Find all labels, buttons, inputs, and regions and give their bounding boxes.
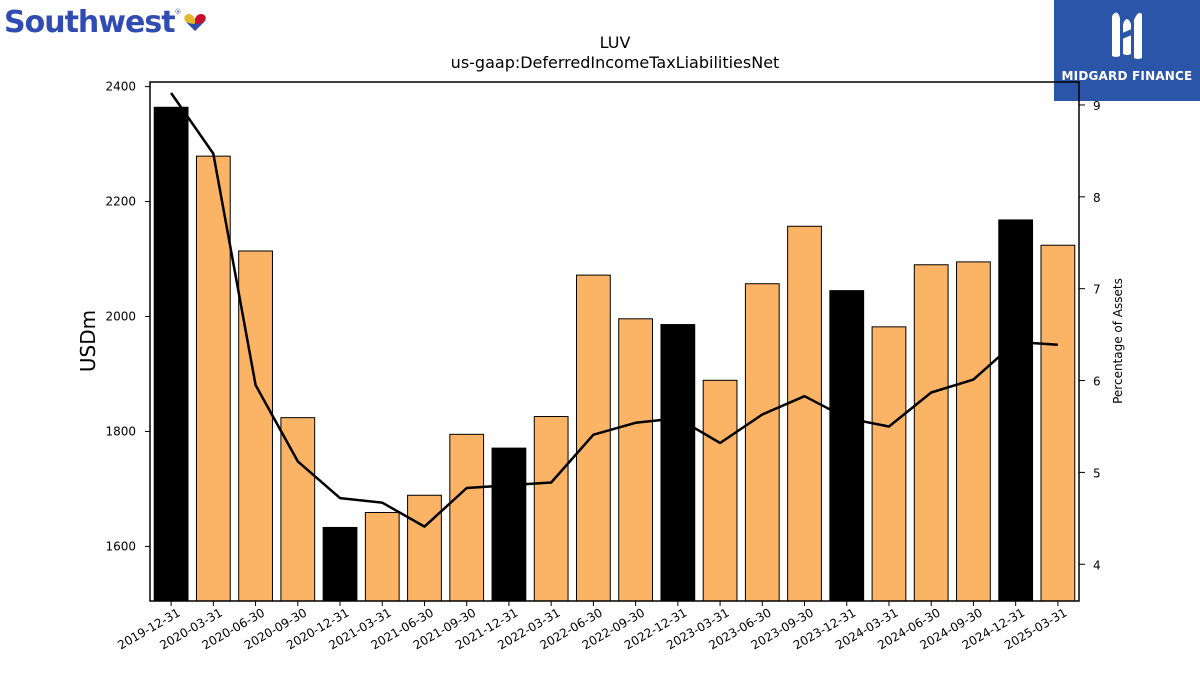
bar-2022-09-30 bbox=[618, 318, 654, 602]
bar-2021-09-30 bbox=[449, 433, 485, 602]
y-tick-label: 2000 bbox=[105, 309, 136, 323]
bar-2023-06-30 bbox=[744, 283, 780, 602]
y-axis-label: USDm bbox=[76, 310, 100, 372]
bar-2020-09-30 bbox=[280, 417, 316, 602]
midgard-mark-icon bbox=[1112, 12, 1142, 59]
midgard-finance-logo: MIDGARD FINANCE bbox=[1054, 0, 1200, 101]
bars-layer bbox=[153, 106, 1076, 602]
y2-tick-label: 7 bbox=[1093, 283, 1101, 297]
southwest-heart-icon bbox=[183, 14, 206, 31]
plot-frame bbox=[149, 81, 1080, 602]
bar-2024-03-31 bbox=[871, 326, 907, 602]
bar-2023-12-31 bbox=[829, 290, 865, 602]
bar-2022-03-31 bbox=[533, 416, 569, 602]
y2-tick-label: 9 bbox=[1093, 99, 1101, 113]
southwest-logo: Southwest ® bbox=[4, 2, 207, 42]
y2-tick-label: 5 bbox=[1093, 466, 1101, 480]
bar-2022-06-30 bbox=[575, 274, 611, 602]
bar-2024-09-30 bbox=[956, 261, 991, 602]
chart-subtitle: us-gaap:DeferredIncomeTaxLiabilitiesNet bbox=[451, 53, 780, 72]
bar-2024-12-31 bbox=[998, 219, 1034, 602]
bar-2021-03-31 bbox=[364, 511, 400, 602]
y-tick-label: 2400 bbox=[105, 80, 136, 94]
bar-2021-12-31 bbox=[491, 447, 527, 602]
bar-2025-03-31 bbox=[1040, 244, 1076, 602]
chart-title: LUV bbox=[600, 33, 631, 52]
percentage-of-assets-line bbox=[170, 92, 1058, 528]
y-tick-label: 1800 bbox=[105, 424, 136, 438]
bar-2020-12-31 bbox=[322, 526, 358, 602]
bar-2020-06-30 bbox=[238, 250, 273, 602]
y-tick-label: 1600 bbox=[105, 539, 136, 553]
bar-2024-06-30 bbox=[913, 264, 949, 602]
y2-tick-label: 4 bbox=[1093, 558, 1101, 572]
registered-mark: ® bbox=[174, 8, 182, 16]
y2-tick-label: 8 bbox=[1093, 191, 1101, 205]
bar-2023-03-31 bbox=[702, 379, 738, 602]
bar-2021-06-30 bbox=[407, 494, 442, 602]
southwest-logo-text: Southwest bbox=[4, 4, 176, 40]
line-layer bbox=[170, 92, 1058, 528]
bar-2022-12-31 bbox=[660, 324, 696, 602]
bar-2023-09-30 bbox=[787, 225, 822, 602]
y2-axis-label: Percentage of Assets bbox=[1111, 278, 1125, 404]
y-tick-label: 2200 bbox=[105, 195, 136, 209]
publisher-name: MIDGARD FINANCE bbox=[1061, 69, 1193, 83]
y2-tick-label: 6 bbox=[1093, 375, 1101, 389]
bar-2019-12-31 bbox=[153, 106, 189, 602]
